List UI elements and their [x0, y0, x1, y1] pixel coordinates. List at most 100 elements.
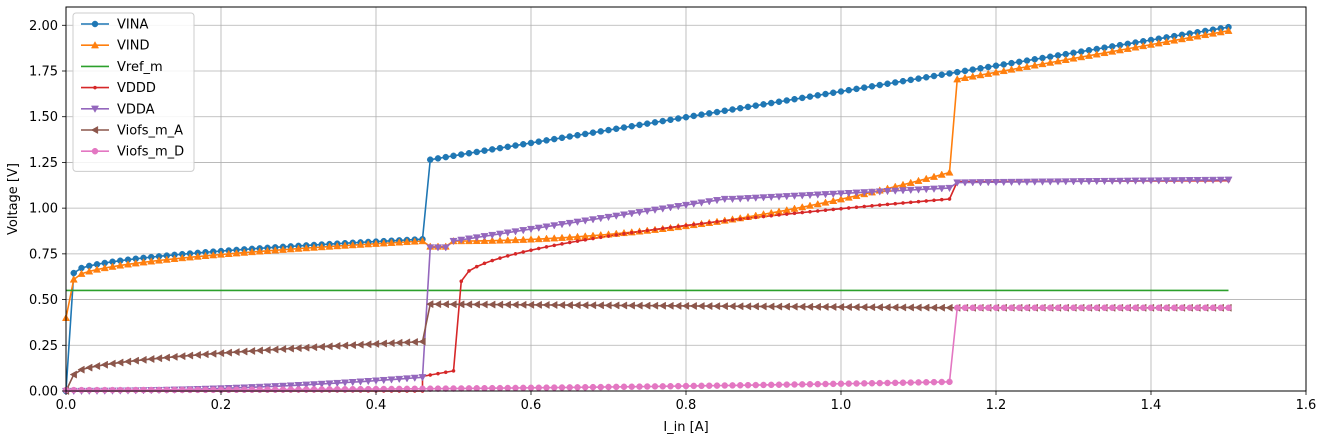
y-tick-label: 1.25 [29, 156, 58, 171]
viofs-m-a-marker [457, 300, 465, 309]
grid-lines [65, 7, 1307, 392]
vind-marker [170, 254, 179, 262]
vddd-marker [761, 214, 766, 219]
vddd-marker [753, 215, 758, 220]
vddd-marker [474, 264, 479, 269]
vina-marker [744, 103, 752, 111]
vddd-marker [932, 198, 936, 203]
y-tick-label: 1.00 [29, 202, 58, 217]
viofs-m-d-marker [721, 382, 728, 389]
x-tick-label: 0.6 [521, 398, 542, 413]
viofs-m-d-marker [737, 382, 744, 389]
y-tick-label: 0.25 [29, 339, 58, 354]
y-tick-label: 0.50 [29, 293, 58, 308]
vdda-marker [852, 189, 861, 197]
viofs-m-a-marker [426, 300, 434, 309]
viofs-m-a-marker [201, 350, 209, 359]
vind-marker [193, 252, 202, 260]
vind-marker [1038, 59, 1047, 68]
vdda-marker [689, 200, 698, 208]
vina-marker [682, 113, 690, 121]
vind-markers [61, 26, 1233, 321]
vdda-marker [433, 244, 443, 252]
viofs-m-d-marker [1023, 304, 1031, 312]
viofs-m-a-marker [325, 342, 333, 351]
vdda-marker [464, 235, 474, 243]
vina-marker [551, 135, 558, 143]
viofs-m-a-marker [154, 354, 163, 363]
vind-marker [976, 70, 985, 79]
vdda-marker [1007, 178, 1016, 187]
vddd-marker [451, 369, 456, 373]
viofs-m-d-marker [1109, 304, 1116, 312]
viofs-m-d-marker [651, 383, 659, 390]
viofs-m-d-marker [1031, 304, 1038, 312]
vind-marker [371, 239, 381, 247]
vind-marker [201, 251, 210, 259]
viofs-m-d-marker [814, 380, 821, 388]
viofs-m-d-marker [132, 386, 139, 394]
viofs-m-d-marker [520, 384, 527, 392]
viofs-m-d-marker [93, 386, 101, 394]
viofs-m-a-marker [340, 341, 349, 350]
legend-entry-vdda: VDDA [81, 102, 155, 117]
viofs-m-a-marker [123, 357, 132, 366]
vind-marker [85, 267, 94, 275]
viofs-m-d-marker [698, 382, 705, 390]
vddd-marker [707, 220, 712, 225]
vina-marker [675, 115, 682, 122]
viofs-m-d-marker [961, 304, 969, 312]
vddd-marker [637, 229, 642, 234]
viofs-m-d-marker [752, 381, 759, 389]
vind-marker [162, 255, 171, 263]
viofs-m-d-marker [279, 386, 287, 393]
vind-marker [216, 250, 226, 258]
vddd-marker [676, 224, 681, 229]
vdda-marker [612, 212, 621, 220]
viofs-m-d-marker [830, 380, 837, 388]
vdda-marker [286, 382, 295, 390]
viofs-m-d-marker [954, 304, 961, 312]
viofs-m-a-marker [565, 301, 573, 310]
viofs-m-a-line [65, 303, 1229, 392]
viofs-m-d-marker [264, 386, 271, 393]
viofs-m-d-marker [690, 382, 697, 390]
viofs-m-a-marker [681, 301, 690, 310]
vind-marker [534, 234, 543, 243]
viofs-m-d-marker [783, 381, 790, 388]
vddd-marker [815, 209, 820, 213]
vdda-marker [1170, 177, 1179, 185]
viofs-m-a-marker [271, 345, 279, 354]
vdda-marker [503, 229, 512, 237]
viofs-m-a-marker [891, 303, 899, 312]
legend-vind-marker [90, 41, 100, 49]
vina-marker [698, 111, 705, 118]
viofs-m-a-marker [131, 356, 139, 365]
viofs-m-a-marker [557, 301, 566, 310]
vddd-marker [691, 222, 696, 227]
vddd-marker [916, 199, 921, 204]
vind-marker [798, 203, 807, 211]
vdda-marker [1216, 176, 1225, 184]
vind-marker [402, 237, 412, 246]
vina-marker [713, 108, 721, 116]
vdda-marker [526, 225, 536, 234]
vina-marker [458, 151, 465, 158]
viofs-m-d-marker [892, 379, 899, 387]
vdda-marker [325, 380, 334, 388]
viofs-m-a-marker [503, 300, 511, 309]
x-axis-ticks: 0.0 0.2 0.4 0.6 0.8 1.0 1.2 1.4 1.6 [56, 391, 1316, 413]
legend-label-vina: VINA [117, 18, 148, 33]
viofs-m-d-marker [248, 386, 256, 393]
viofs-m-a-marker [937, 303, 945, 312]
viofs-m-a-marker [333, 341, 341, 350]
vddd-marker [614, 233, 619, 237]
viofs-m-a-marker [441, 300, 449, 309]
vind-marker [999, 66, 1008, 75]
vind-marker [1092, 50, 1101, 58]
series-markers [61, 23, 1233, 396]
vind-marker [232, 249, 241, 257]
vddd-marker [482, 261, 487, 266]
vdda-marker [705, 198, 714, 206]
vddd-marker [746, 216, 750, 221]
